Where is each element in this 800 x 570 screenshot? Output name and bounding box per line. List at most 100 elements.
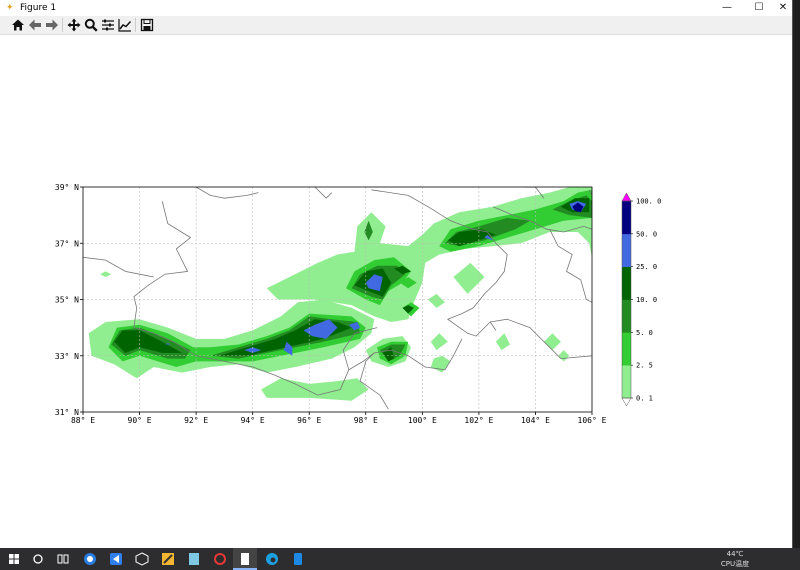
x-tick-label: 90° E xyxy=(128,416,152,425)
maximize-button[interactable]: ☐ xyxy=(754,2,764,13)
figure-canvas[interactable]: 88° E 90° E 92° E 94° E 96° E 98° E 100° E 102°… xyxy=(0,0,800,548)
x-tick-label: 102° E xyxy=(464,416,493,425)
x-tick-label: 98° E xyxy=(354,416,378,425)
province-boundaries xyxy=(83,187,592,410)
y-tick-label: 33° N xyxy=(55,352,79,361)
boundary-line xyxy=(588,189,592,196)
x-tick-label: 104° E xyxy=(521,416,550,425)
3d-app-icon[interactable] xyxy=(134,551,150,567)
cpu-temp-value: 44℃ xyxy=(726,550,744,558)
title-bar: ✦ Figure 1 — ☐ ✕ xyxy=(0,0,792,16)
x-tick-label: 106° E xyxy=(578,416,607,425)
y-tick-label: 35° N xyxy=(55,296,79,305)
contour-level-25.0 xyxy=(244,347,262,353)
contour-level-0.1 xyxy=(100,271,112,277)
tool-app-icon[interactable] xyxy=(160,551,176,567)
colorbar-tick-label: 5. 0 xyxy=(636,329,653,337)
boundary-line xyxy=(342,327,378,370)
colorbar: 0. 1 2. 5 5. 0 10. 0 25. 0 50. 0 100. 0 xyxy=(621,192,661,407)
x-tick-label: 94° E xyxy=(241,416,265,425)
colorbar-tick-label: 2. 5 xyxy=(636,362,653,370)
axis-ticks: 88° E 90° E 92° E 94° E 96° E 98° E 100° E 102°… xyxy=(55,183,607,425)
colorbar-segment-50.0 xyxy=(622,201,631,235)
edit-axes-button[interactable] xyxy=(116,17,133,34)
contour-level-0.1 xyxy=(428,293,445,308)
document-icon xyxy=(241,553,249,565)
home-button[interactable] xyxy=(9,17,26,34)
boundary-line xyxy=(490,318,592,360)
contour-level-0.1 xyxy=(589,229,592,258)
contour-level-25.0 xyxy=(165,343,171,345)
colorbar-extend-min xyxy=(621,397,632,407)
contour-level-2.5 xyxy=(399,277,417,289)
boundary-line xyxy=(371,189,508,337)
subplots-button[interactable] xyxy=(99,17,116,34)
zoom-button[interactable] xyxy=(82,17,99,34)
contour-level-25.0 xyxy=(348,322,361,331)
settings-app-icon[interactable] xyxy=(212,551,228,567)
back-button[interactable] xyxy=(26,17,43,34)
search-icon[interactable] xyxy=(30,551,46,567)
close-button[interactable]: ✕ xyxy=(778,2,788,13)
contour-fill-layer xyxy=(88,187,592,401)
boundary-line xyxy=(133,201,463,396)
contour-level-0.1 xyxy=(430,355,451,373)
contour-level-0.1 xyxy=(495,333,510,351)
x-tick-label: 96° E xyxy=(297,416,321,425)
toolbar-separator xyxy=(135,18,136,32)
colorbar-tick-label: 25. 0 xyxy=(636,263,657,271)
contour-level-0.1 xyxy=(261,378,369,401)
gridlines xyxy=(83,187,592,412)
colorbar-tick-label: 100. 0 xyxy=(636,198,661,206)
contour-level-10.0 xyxy=(447,229,496,247)
forward-button[interactable] xyxy=(43,17,60,34)
active-figure-task[interactable] xyxy=(233,548,257,570)
floppy-disk-icon xyxy=(140,18,153,32)
boundary-line xyxy=(549,229,592,303)
colorbar-segment-5.0 xyxy=(622,299,631,333)
vscode-app-icon[interactable] xyxy=(108,551,124,567)
contour-level-50.0 xyxy=(572,202,584,213)
boundary-line xyxy=(524,187,545,199)
contour-level-25.0 xyxy=(365,274,383,292)
colorbar-tick-label: 10. 0 xyxy=(636,296,657,304)
arrow-left-icon xyxy=(28,19,41,31)
home-icon xyxy=(11,19,24,31)
save-button[interactable] xyxy=(138,17,155,34)
taskbar: 44℃ CPU温度 xyxy=(0,548,800,570)
minimize-button[interactable]: — xyxy=(722,2,732,13)
browser-app-icon[interactable] xyxy=(82,551,98,567)
colorbar-segment-25.0 xyxy=(622,233,631,267)
colorbar-segment-0.1 xyxy=(622,365,631,399)
x-tick-label: 100° E xyxy=(408,416,437,425)
task-view-icon[interactable] xyxy=(55,551,71,567)
boundary-line xyxy=(83,256,154,278)
matplotlib-logo-icon: ✦ xyxy=(6,3,14,13)
windows-start-icon[interactable] xyxy=(6,551,22,567)
contour-level-10.0 xyxy=(114,330,182,353)
pan-button[interactable] xyxy=(65,17,82,34)
contour-level-10.0 xyxy=(382,347,395,362)
y-tick-label: 39° N xyxy=(55,183,79,192)
navigation-toolbar xyxy=(0,16,792,35)
y-tick-label: 31° N xyxy=(55,408,79,417)
cpu-temp-label: CPU温度 xyxy=(720,560,750,568)
y-tick-label: 37° N xyxy=(55,239,79,248)
phone-app-icon[interactable] xyxy=(290,551,306,567)
contour-level-25.0 xyxy=(484,234,493,241)
contour-level-0.1 xyxy=(543,333,561,351)
line-chart-icon xyxy=(117,19,131,32)
edge-browser-icon[interactable] xyxy=(264,551,280,567)
move-icon xyxy=(67,18,80,32)
boundary-line xyxy=(314,187,333,199)
colorbar-extend-max xyxy=(621,192,632,202)
sliders-icon xyxy=(101,19,114,31)
notes-app-icon[interactable] xyxy=(186,551,202,567)
contour-level-0.1 xyxy=(453,262,485,294)
x-tick-label: 92° E xyxy=(184,416,208,425)
contour-level-0.1 xyxy=(430,333,448,351)
colorbar-segment-2.5 xyxy=(622,332,631,366)
boundary-line xyxy=(359,352,389,410)
contour-level-10.0 xyxy=(394,265,411,275)
toolbar-separator xyxy=(62,18,63,32)
